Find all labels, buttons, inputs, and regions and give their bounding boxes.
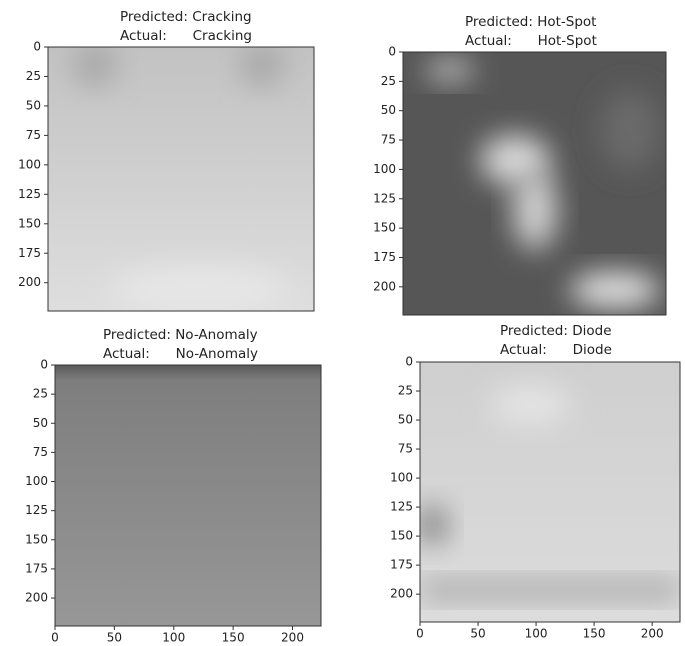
x-tick-label: 150 [583, 627, 606, 641]
y-tick-label: 100 [25, 474, 48, 488]
y-tick-label: 75 [26, 128, 41, 142]
x-tick-label: 100 [162, 631, 185, 645]
panel-title: Predicted: Cracking [120, 9, 252, 25]
axes-frame [402, 51, 667, 316]
y-tick-label: 200 [373, 279, 396, 293]
x-tick-label: 0 [416, 627, 424, 641]
axes-frame [419, 361, 681, 623]
x-tick-label: 50 [470, 627, 485, 641]
y-tick-label: 50 [26, 98, 41, 112]
y-tick-label: 25 [26, 69, 41, 83]
y-tick-label: 100 [18, 157, 41, 171]
x-tick-label: 100 [525, 627, 548, 641]
y-tick-label: 0 [405, 355, 413, 369]
image [55, 365, 321, 626]
y-tick-label: 100 [373, 162, 396, 176]
y-tick-label: 75 [33, 445, 48, 459]
y-tick-label: 125 [18, 187, 41, 201]
y-tick-label: 25 [33, 387, 48, 401]
panel-subtitle: Actual: Hot-Spot [465, 33, 597, 49]
y-tick-label: 0 [388, 45, 396, 59]
image [48, 47, 314, 311]
y-tick-label: 50 [398, 413, 413, 427]
y-tick-label: 25 [381, 74, 396, 88]
axes-frame [54, 364, 322, 627]
axes-frame [47, 46, 315, 312]
y-tick-label: 200 [25, 591, 48, 605]
panel-subtitle: Actual: Cracking [120, 28, 252, 44]
y-tick-label: 0 [40, 358, 48, 372]
y-tick-label: 0 [33, 40, 41, 54]
panel-subtitle: Actual: No-Anomaly [103, 346, 258, 362]
panel-title: Predicted: No-Anomaly [103, 327, 258, 343]
y-tick-label: 200 [18, 275, 41, 289]
y-tick-label: 50 [33, 416, 48, 430]
y-tick-label: 150 [390, 529, 413, 543]
y-tick-label: 125 [390, 500, 413, 514]
y-tick-label: 125 [373, 191, 396, 205]
panel-title: Predicted: Hot-Spot [465, 14, 596, 30]
y-tick-label: 100 [390, 471, 413, 485]
x-tick-label: 150 [222, 631, 245, 645]
x-tick-label: 200 [641, 627, 664, 641]
y-tick-label: 175 [373, 250, 396, 264]
x-tick-label: 50 [107, 631, 122, 645]
y-tick-label: 50 [381, 103, 396, 117]
y-tick-label: 150 [25, 532, 48, 546]
x-tick-label: 0 [51, 631, 59, 645]
panel-subtitle: Actual: Diode [500, 342, 612, 358]
y-tick-label: 200 [390, 587, 413, 601]
y-tick-label: 75 [381, 133, 396, 147]
image [403, 52, 666, 315]
y-tick-label: 150 [373, 221, 396, 235]
image [420, 362, 680, 622]
y-tick-label: 175 [18, 246, 41, 260]
y-tick-label: 175 [390, 558, 413, 572]
y-tick-label: 125 [25, 503, 48, 517]
panel-title: Predicted: Diode [500, 323, 612, 339]
y-tick-label: 75 [398, 442, 413, 456]
x-tick-label: 200 [281, 631, 304, 645]
y-tick-label: 150 [18, 216, 41, 230]
y-tick-label: 175 [25, 561, 48, 575]
y-tick-label: 25 [398, 384, 413, 398]
